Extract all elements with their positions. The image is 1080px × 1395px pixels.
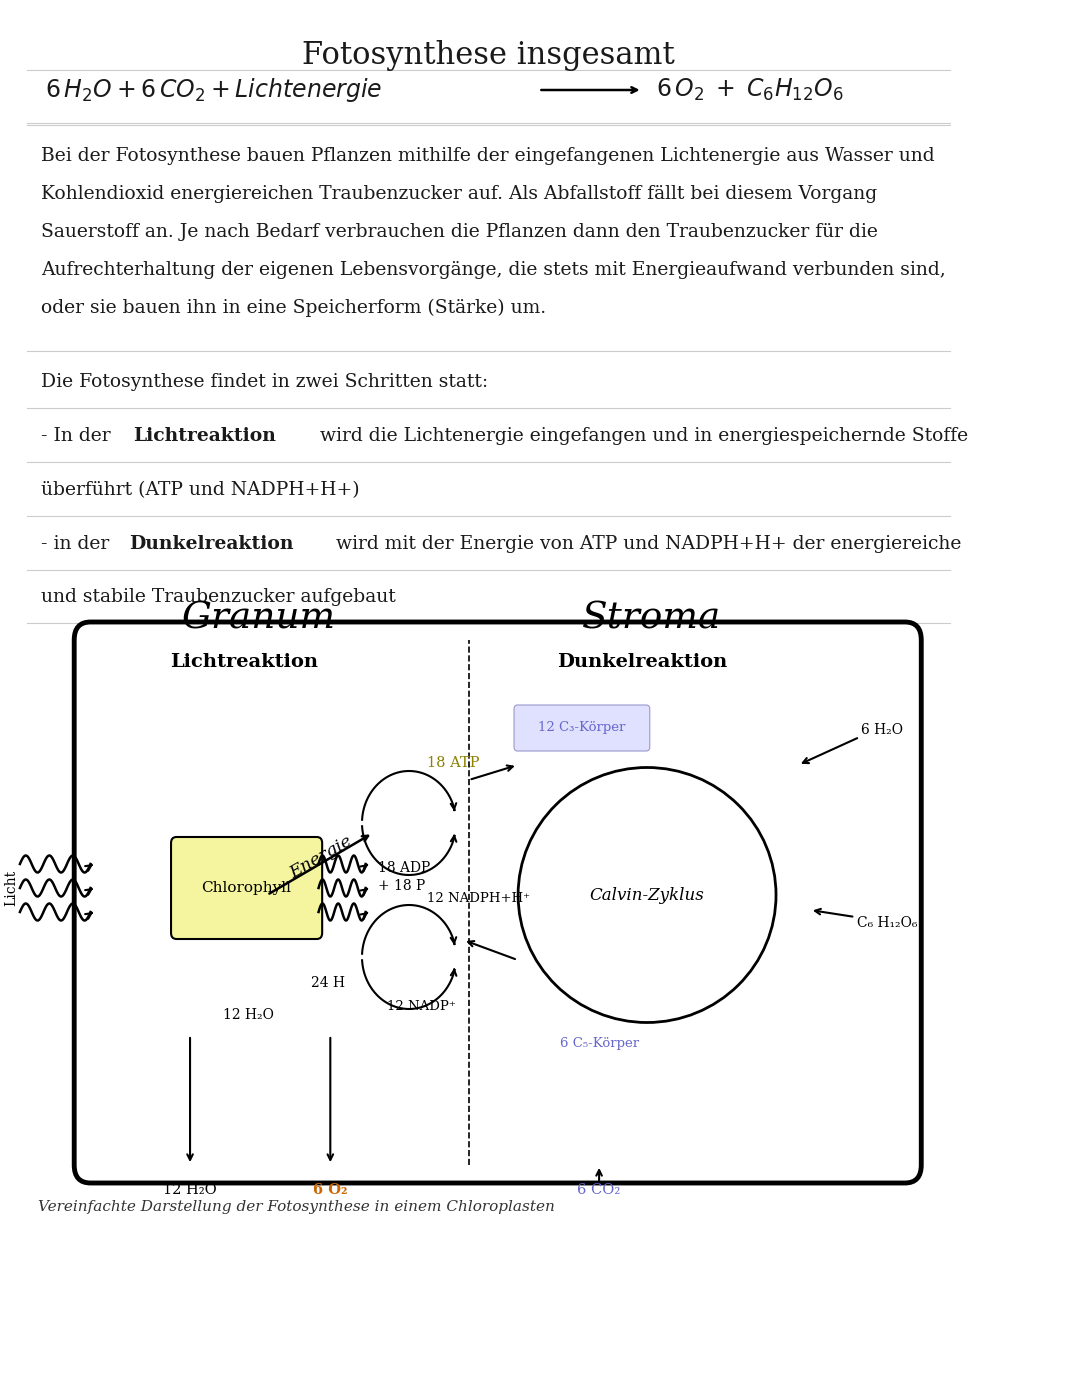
Text: wird mit der Energie von ATP und NADPH+H+ der energiereiche: wird mit der Energie von ATP und NADPH+H… (330, 536, 961, 552)
Text: Licht: Licht (4, 870, 18, 907)
Text: C₆ H₁₂O₆: C₆ H₁₂O₆ (856, 917, 917, 930)
Text: 6 H₂O: 6 H₂O (862, 723, 903, 737)
Text: Kohlendioxid energiereichen Traubenzucker auf. Als Abfallstoff fällt bei diesem : Kohlendioxid energiereichen Traubenzucke… (41, 186, 877, 204)
Text: Lichtreaktion: Lichtreaktion (171, 653, 319, 671)
Text: Dunkelreaktion: Dunkelreaktion (557, 653, 728, 671)
Text: 6 CO₂: 6 CO₂ (578, 1183, 621, 1197)
Text: Energie: Energie (287, 833, 355, 882)
Text: $6\,H_2O + 6\,CO_2 + Lichtenergie$: $6\,H_2O + 6\,CO_2 + Lichtenergie$ (45, 75, 382, 105)
Text: Sauerstoff an. Je nach Bedarf verbrauchen die Pflanzen dann den Traubenzucker fü: Sauerstoff an. Je nach Bedarf verbrauche… (41, 223, 878, 241)
FancyBboxPatch shape (514, 704, 650, 751)
Text: 12 NADPH+H⁺: 12 NADPH+H⁺ (428, 893, 530, 905)
Text: Die Fotosynthese findet in zwei Schritten statt:: Die Fotosynthese findet in zwei Schritte… (41, 372, 488, 391)
Text: Chlorophyll: Chlorophyll (202, 882, 292, 896)
Text: 12 H₂O: 12 H₂O (224, 1009, 274, 1023)
Text: 24 H: 24 H (311, 976, 345, 990)
Text: 18 ATP: 18 ATP (428, 756, 480, 770)
Text: 12 C₃-Körper: 12 C₃-Körper (538, 721, 625, 735)
Text: 18 ADP
+ 18 P: 18 ADP + 18 P (378, 861, 431, 893)
FancyBboxPatch shape (171, 837, 322, 939)
Text: $6\,O_2\;+\;C_6H_{12}O_6$: $6\,O_2\;+\;C_6H_{12}O_6$ (657, 77, 843, 103)
Text: 12 H₂O: 12 H₂O (163, 1183, 217, 1197)
Text: wird die Lichtenergie eingefangen und in energiespeichernde Stoffe: wird die Lichtenergie eingefangen und in… (314, 427, 968, 445)
Text: Aufrechterhaltung der eigenen Lebensvorgänge, die stets mit Energieaufwand verbu: Aufrechterhaltung der eigenen Lebensvorg… (41, 261, 945, 279)
Text: 6 C₅-Körper: 6 C₅-Körper (559, 1036, 638, 1049)
Text: überführt (ATP und NADPH+H+): überführt (ATP und NADPH+H+) (41, 481, 360, 499)
Text: Dunkelreaktion: Dunkelreaktion (130, 536, 294, 552)
Text: Vereinfachte Darstellung der Fotosynthese in einem Chloroplasten: Vereinfachte Darstellung der Fotosynthes… (38, 1200, 555, 1214)
Text: und stabile Traubenzucker aufgebaut: und stabile Traubenzucker aufgebaut (41, 589, 395, 605)
Text: Calvin-Zyklus: Calvin-Zyklus (590, 886, 704, 904)
Text: 12 NADP⁺: 12 NADP⁺ (388, 1000, 456, 1014)
Text: Fotosynthese insgesamt: Fotosynthese insgesamt (302, 40, 675, 71)
FancyBboxPatch shape (75, 622, 921, 1183)
Text: oder sie bauen ihn in eine Speicherform (Stärke) um.: oder sie bauen ihn in eine Speicherform … (41, 299, 545, 317)
Text: - in der: - in der (41, 536, 114, 552)
Text: Granum: Granum (181, 601, 335, 638)
Text: Lichtreaktion: Lichtreaktion (133, 427, 275, 445)
Text: Bei der Fotosynthese bauen Pflanzen mithilfe der eingefangenen Lichtenergie aus : Bei der Fotosynthese bauen Pflanzen mith… (41, 146, 934, 165)
Text: Stroma: Stroma (582, 601, 721, 638)
Ellipse shape (518, 767, 777, 1023)
Text: 6 O₂: 6 O₂ (313, 1183, 348, 1197)
Text: - In der: - In der (41, 427, 117, 445)
